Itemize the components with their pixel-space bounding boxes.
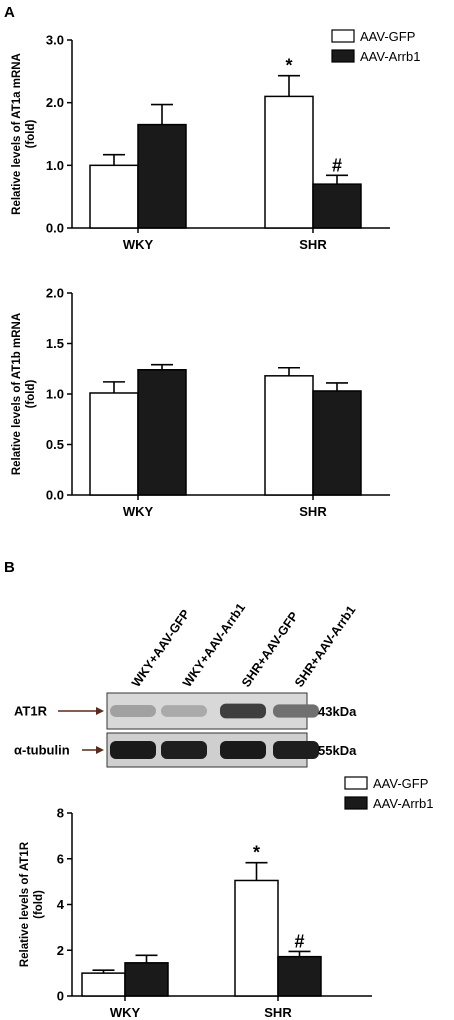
- at1r-protein-chart: 0 2 4 6 8 Relative levels of AT1R (fold) WKY SHR…: [19, 776, 433, 1020]
- blot-arrow-head: [96, 746, 104, 754]
- blot-arrow-head: [96, 707, 104, 715]
- legend-swatch: [344, 776, 368, 790]
- x-category-label: SHR: [299, 237, 327, 252]
- y-tick-label: 6: [57, 851, 64, 866]
- blot-mw-label: 43kDa: [318, 704, 357, 719]
- y-tick-label: 4: [57, 897, 65, 912]
- y-tick-label: 0: [57, 989, 64, 1004]
- y-tick-label: 2.0: [46, 286, 64, 301]
- bar-aav-gfp: [264, 95, 314, 229]
- blot-band: [161, 741, 207, 759]
- legend-label: AAV-GFP: [373, 776, 428, 791]
- blot-band: [110, 741, 156, 759]
- panel-letter-b: B: [4, 559, 15, 576]
- y-axis-label: Relative levels of AT1a mRNA: [11, 53, 23, 215]
- panel-letter-a: A: [4, 4, 15, 21]
- y-tick-label: 0.5: [46, 437, 64, 452]
- x-category-label: SHR: [264, 1005, 292, 1020]
- blot-row-label: AT1R: [14, 704, 48, 719]
- blot-band: [161, 705, 207, 717]
- significance-star: *: [285, 56, 292, 76]
- blot-band: [220, 741, 266, 759]
- y-axis-label: (fold): [25, 119, 37, 148]
- bar-aav-gfp: [89, 392, 139, 496]
- x-category-label: WKY: [110, 1005, 141, 1020]
- at1b-mrna-chart: 0.0 0.5 1.0 1.5 2.0 Relative levels of AT1b m…: [11, 286, 390, 519]
- bar-aav-arrb1: [312, 183, 362, 229]
- y-axis-label: Relative levels of AT1b mRNA: [11, 313, 23, 475]
- y-tick-label: 2.0: [46, 95, 64, 110]
- significance-hash: #: [294, 931, 304, 951]
- legend-swatch: [331, 29, 355, 43]
- bar-aav-arrb1: [312, 390, 362, 496]
- y-tick-label: 1.5: [46, 336, 64, 351]
- blot-row-label: α-tubulin: [14, 743, 70, 758]
- bar-aav-arrb1: [137, 369, 187, 496]
- bar-aav-gfp: [89, 164, 139, 229]
- blot-band: [273, 741, 319, 759]
- legend-swatch: [331, 49, 355, 63]
- bar-aav-gfp: [264, 375, 314, 496]
- significance-star: *: [253, 843, 260, 863]
- y-tick-label: 8: [57, 806, 64, 821]
- y-tick-label: 1.0: [46, 158, 64, 173]
- x-category-label: WKY: [123, 504, 154, 519]
- y-tick-label: 3.0: [46, 33, 64, 48]
- x-category-label: SHR: [299, 504, 327, 519]
- legend-label: AAV-Arrb1: [360, 49, 420, 64]
- blot-mw-label: 55kDa: [318, 743, 357, 758]
- legend-label: AAV-Arrb1: [373, 796, 433, 811]
- significance-hash: #: [332, 155, 342, 175]
- blot-band: [220, 703, 266, 719]
- bar-aav-arrb1: [277, 955, 322, 997]
- y-tick-label: 1.0: [46, 387, 64, 402]
- at1a-mrna-chart: 0.0 1.0 2.0 3.0 Relative levels of AT1a mRNA…: [11, 29, 420, 252]
- y-axis-label: (fold): [33, 890, 45, 919]
- y-tick-label: 0.0: [46, 488, 64, 503]
- y-axis-label: Relative levels of AT1R: [19, 841, 31, 967]
- y-tick-label: 2: [57, 943, 64, 958]
- y-axis-label: (fold): [25, 379, 37, 408]
- bar-aav-gfp: [81, 972, 126, 997]
- blot-band: [273, 704, 319, 718]
- legend-swatch: [344, 796, 368, 810]
- bar-aav-arrb1: [137, 123, 187, 229]
- blot-lane-label: SHR+AAV-GFP: [239, 609, 301, 689]
- bar-aav-arrb1: [124, 962, 169, 997]
- y-tick-label: 0.0: [46, 221, 64, 236]
- blot-band: [110, 705, 156, 717]
- x-category-label: WKY: [123, 237, 154, 252]
- western-blot: WKY+AAV-GFPWKY+AAV-Arrb1SHR+AAV-GFPSHR+A…: [14, 601, 359, 768]
- legend-label: AAV-GFP: [360, 29, 415, 44]
- blot-lane-label: SHR+AAV-Arrb1: [292, 603, 359, 690]
- bar-aav-gfp: [234, 879, 279, 997]
